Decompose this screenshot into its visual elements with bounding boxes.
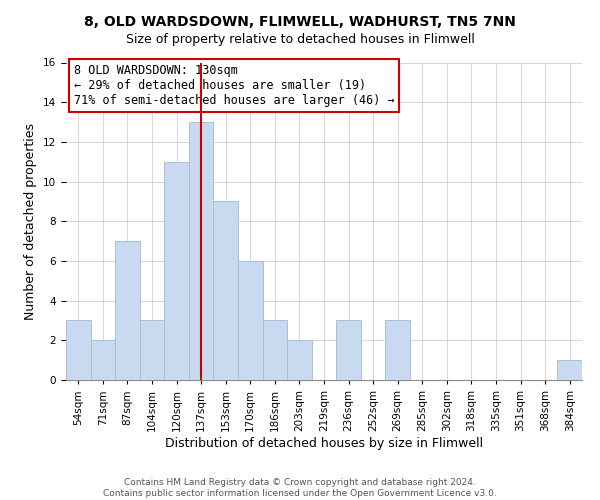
Text: Contains HM Land Registry data © Crown copyright and database right 2024.
Contai: Contains HM Land Registry data © Crown c…: [103, 478, 497, 498]
Text: 8, OLD WARDSDOWN, FLIMWELL, WADHURST, TN5 7NN: 8, OLD WARDSDOWN, FLIMWELL, WADHURST, TN…: [84, 15, 516, 29]
Bar: [91, 340, 115, 380]
Bar: [238, 261, 263, 380]
Bar: [164, 162, 189, 380]
Bar: [557, 360, 582, 380]
Bar: [66, 320, 91, 380]
Text: 8 OLD WARDSDOWN: 130sqm
← 29% of detached houses are smaller (19)
71% of semi-de: 8 OLD WARDSDOWN: 130sqm ← 29% of detache…: [74, 64, 394, 107]
Bar: [336, 320, 361, 380]
Bar: [214, 202, 238, 380]
X-axis label: Distribution of detached houses by size in Flimwell: Distribution of detached houses by size …: [165, 436, 483, 450]
Bar: [140, 320, 164, 380]
Bar: [385, 320, 410, 380]
Bar: [287, 340, 312, 380]
Bar: [263, 320, 287, 380]
Bar: [189, 122, 214, 380]
Y-axis label: Number of detached properties: Number of detached properties: [25, 122, 37, 320]
Text: Size of property relative to detached houses in Flimwell: Size of property relative to detached ho…: [125, 32, 475, 46]
Bar: [115, 241, 140, 380]
